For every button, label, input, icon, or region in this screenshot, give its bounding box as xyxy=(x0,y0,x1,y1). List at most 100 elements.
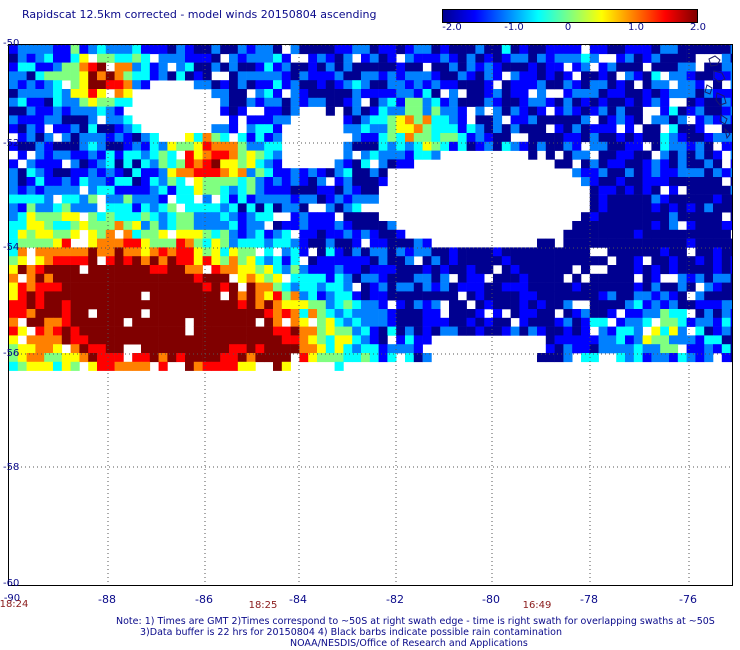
data-cell xyxy=(255,344,265,354)
data-cell xyxy=(211,309,221,319)
data-cell xyxy=(352,45,362,55)
data-cell xyxy=(695,203,705,213)
data-cell xyxy=(361,300,371,310)
data-cell xyxy=(44,150,54,160)
data-cell xyxy=(669,150,679,160)
data-cell xyxy=(202,221,212,231)
data-cell xyxy=(325,300,335,310)
data-cell xyxy=(105,256,115,266)
data-cell xyxy=(325,309,335,319)
data-cell xyxy=(572,229,582,239)
data-cell xyxy=(413,326,423,336)
data-cell xyxy=(440,265,450,275)
data-cell xyxy=(237,106,247,116)
data-cell xyxy=(704,229,714,239)
data-cell xyxy=(44,115,54,125)
data-cell xyxy=(176,265,186,275)
data-cell xyxy=(211,326,221,336)
data-cell xyxy=(26,300,36,310)
data-cell xyxy=(405,256,415,266)
data-cell xyxy=(352,115,362,125)
data-cell xyxy=(572,80,582,90)
data-cell xyxy=(713,344,723,354)
data-cell xyxy=(545,80,555,90)
data-cell xyxy=(660,53,670,63)
data-cell xyxy=(105,185,115,195)
data-cell xyxy=(642,203,652,213)
data-cell xyxy=(132,256,142,266)
data-cell xyxy=(114,335,124,345)
data-cell xyxy=(598,177,608,187)
data-cell xyxy=(273,141,283,151)
data-cell xyxy=(510,62,520,72)
data-cell xyxy=(264,97,274,107)
data-cell xyxy=(633,326,643,336)
data-cell xyxy=(343,238,353,248)
data-cell xyxy=(202,273,212,283)
data-cell xyxy=(704,265,714,275)
data-cell xyxy=(220,238,230,248)
data-cell xyxy=(264,273,274,283)
data-cell xyxy=(88,203,98,213)
data-cell xyxy=(589,177,599,187)
data-cell xyxy=(105,115,115,125)
data-cell xyxy=(123,256,133,266)
data-cell xyxy=(528,317,538,327)
data-cell xyxy=(220,212,230,222)
data-cell xyxy=(9,97,19,107)
data-cell xyxy=(669,238,679,248)
data-cell xyxy=(334,326,344,336)
data-cell xyxy=(713,106,723,116)
data-cell xyxy=(44,335,54,345)
data-cell xyxy=(677,273,687,283)
data-cell xyxy=(53,344,63,354)
data-cell xyxy=(185,212,195,222)
data-cell xyxy=(149,203,159,213)
data-cell xyxy=(281,229,291,239)
data-cell xyxy=(589,185,599,195)
data-cell xyxy=(114,177,124,187)
lat-label: -50 xyxy=(3,38,20,49)
data-cell xyxy=(193,150,203,160)
data-cell xyxy=(633,247,643,257)
data-cell xyxy=(299,317,309,327)
data-cell xyxy=(229,115,239,125)
data-cell xyxy=(141,212,151,222)
data-cell xyxy=(325,168,335,178)
data-cell xyxy=(422,265,432,275)
data-cell xyxy=(17,106,27,116)
data-cell xyxy=(35,344,45,354)
data-cell xyxy=(17,177,27,187)
data-cell xyxy=(26,212,36,222)
data-cell xyxy=(642,309,652,319)
data-cell xyxy=(281,177,291,187)
data-cell xyxy=(369,344,379,354)
data-cell xyxy=(17,194,27,204)
data-cell xyxy=(17,53,27,63)
data-cell xyxy=(677,256,687,266)
data-cell xyxy=(713,221,723,231)
data-cell xyxy=(519,80,529,90)
data-cell xyxy=(589,106,599,116)
data-cell xyxy=(642,238,652,248)
data-cell xyxy=(273,203,283,213)
data-cell xyxy=(704,291,714,301)
data-cell xyxy=(405,353,415,363)
data-cell xyxy=(713,273,723,283)
data-cell xyxy=(70,141,80,151)
data-cell xyxy=(255,141,265,151)
data-cell xyxy=(563,256,573,266)
data-cell xyxy=(9,273,19,283)
data-cell xyxy=(510,265,520,275)
data-cell xyxy=(88,115,98,125)
data-cell xyxy=(343,335,353,345)
data-cell xyxy=(211,317,221,327)
data-cell xyxy=(105,247,115,257)
data-cell xyxy=(26,291,36,301)
data-cell xyxy=(563,326,573,336)
data-cell xyxy=(281,344,291,354)
data-cell xyxy=(317,212,327,222)
data-cell xyxy=(695,106,705,116)
data-cell xyxy=(79,168,89,178)
data-cell xyxy=(264,300,274,310)
